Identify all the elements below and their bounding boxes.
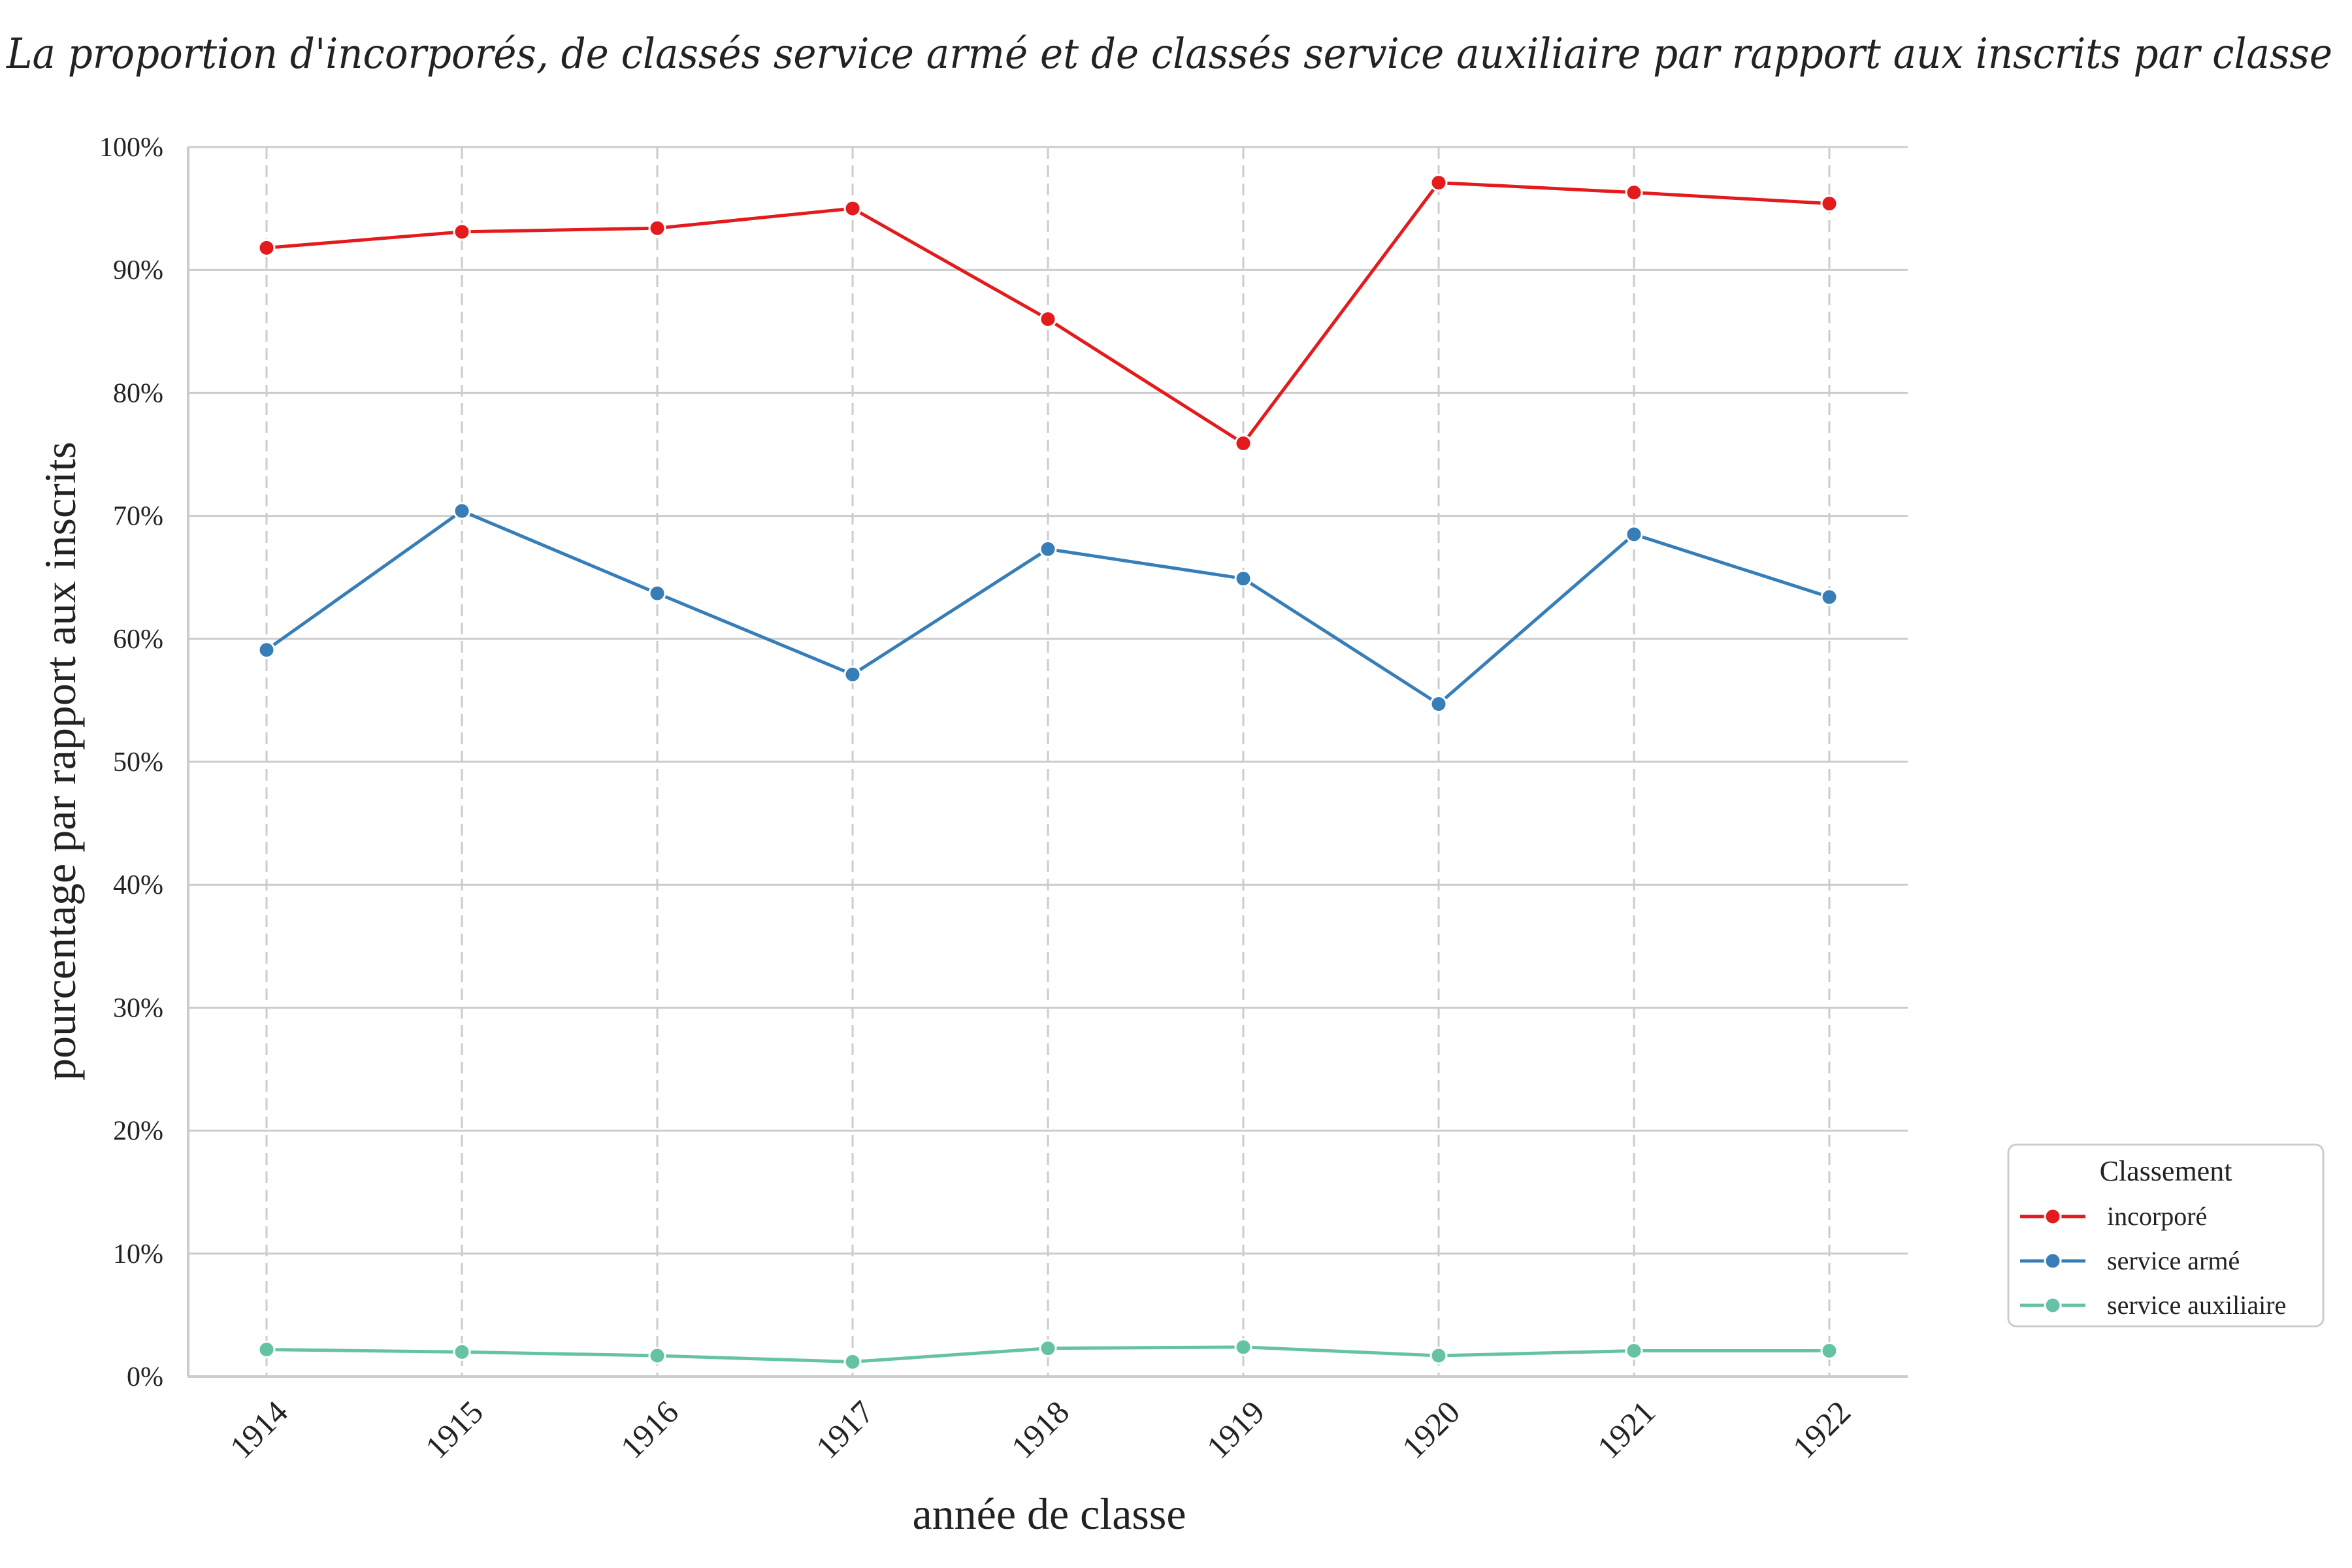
legend-label: service auxiliaire — [2107, 1290, 2286, 1320]
legend-swatch-marker — [2044, 1207, 2062, 1226]
y-tick-label: 20% — [113, 1117, 163, 1147]
data-point — [453, 223, 471, 241]
legend-swatch-marker — [2044, 1296, 2062, 1315]
y-axis-title: pourcentage par rapport aux inscrits — [35, 442, 85, 1081]
legend-item: service auxiliaire — [2020, 1290, 2286, 1320]
series-2 — [257, 1338, 1838, 1371]
y-tick-label: 80% — [113, 378, 163, 408]
data-point — [843, 199, 862, 218]
y-tick-label: 10% — [113, 1239, 163, 1269]
data-point — [1039, 310, 1057, 328]
y-tick-label: 70% — [113, 502, 163, 532]
x-tick-label: 1916 — [613, 1394, 685, 1465]
x-tick-label: 1920 — [1395, 1394, 1467, 1465]
series-0 — [257, 174, 1838, 453]
data-point — [1625, 525, 1643, 544]
legend-label: incorporé — [2107, 1201, 2207, 1231]
axes — [187, 147, 1908, 1378]
x-tick-label: 1919 — [1200, 1394, 1271, 1465]
data-point — [1039, 1339, 1057, 1358]
data-point — [1234, 1338, 1252, 1356]
data-point — [257, 1341, 276, 1359]
data-point — [843, 1352, 862, 1371]
x-tick-labels: 1914 1915 1916 1917 1918 1919 1920 1921 1922 — [223, 1394, 1857, 1465]
y-tick-label: 90% — [113, 255, 163, 286]
y-tick-label: 60% — [113, 625, 163, 655]
x-tick-label: 1921 — [1590, 1394, 1662, 1465]
legend-items: incorporé service armé service auxiliaire — [2020, 1201, 2286, 1320]
legend: Classement incorporé service armé service … — [2007, 1143, 2325, 1328]
y-tick-label: 0% — [127, 1362, 163, 1392]
data-point — [1429, 695, 1448, 713]
y-tick-label: 100% — [99, 133, 163, 163]
x-tick-label: 1915 — [418, 1394, 490, 1465]
x-axis-title: année de classe — [912, 1489, 1186, 1539]
data-point — [257, 641, 276, 659]
data-point — [1625, 184, 1643, 202]
data-point — [1234, 570, 1252, 588]
legend-item: incorporé — [2020, 1201, 2207, 1231]
data-point — [1039, 540, 1057, 558]
data-point — [648, 584, 666, 602]
data-point — [1625, 1341, 1643, 1360]
data-point — [453, 1343, 471, 1361]
data-point — [1429, 174, 1448, 192]
y-tick-label: 30% — [113, 993, 163, 1023]
grid — [188, 146, 1908, 1378]
x-tick-label: 1914 — [223, 1394, 295, 1465]
legend-box — [2007, 1143, 2325, 1328]
legend-label: service armé — [2107, 1246, 2240, 1275]
series-1 — [257, 502, 1838, 713]
legend-swatch-marker — [2044, 1252, 2062, 1270]
y-tick-label: 40% — [113, 870, 163, 900]
data-point — [648, 1347, 666, 1365]
data-point — [1820, 1341, 1838, 1360]
y-tick-labels: 0% 10% 20% 30% 40% 50% 60% 70% 80% 90% 100% — [99, 133, 163, 1392]
x-tick-label: 1922 — [1786, 1394, 1857, 1465]
y-tick-label: 50% — [113, 747, 163, 777]
x-tick-label: 1918 — [1004, 1394, 1076, 1465]
series-group — [257, 174, 1838, 1371]
legend-item: service armé — [2020, 1246, 2240, 1275]
data-point — [843, 665, 862, 683]
chart-title: La proportion d'incorporés, de classés s… — [6, 30, 2332, 78]
x-tick-label: 1917 — [809, 1394, 881, 1465]
data-point — [257, 238, 276, 257]
data-point — [1820, 195, 1838, 213]
data-point — [1820, 588, 1838, 606]
data-point — [1429, 1347, 1448, 1365]
data-point — [453, 502, 471, 520]
legend-title: Classement — [2100, 1155, 2232, 1187]
data-point — [1234, 434, 1252, 453]
data-point — [648, 219, 666, 237]
